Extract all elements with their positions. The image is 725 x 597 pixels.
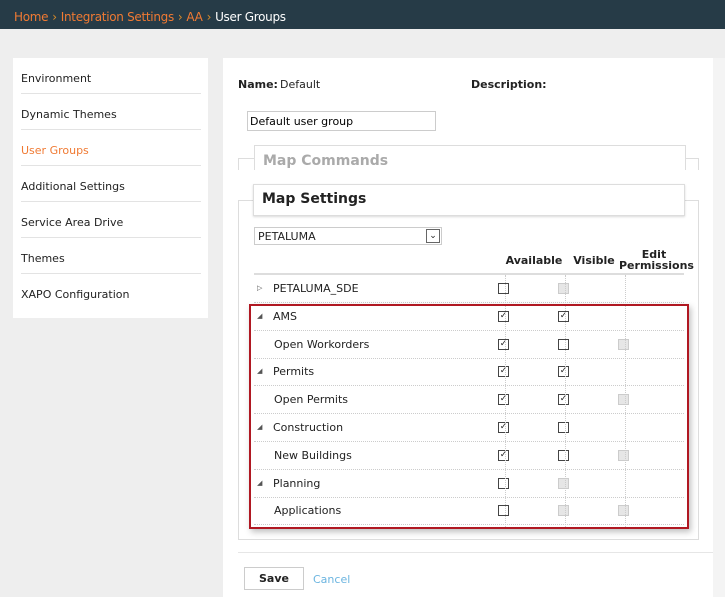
edit-permissions-checkbox xyxy=(618,394,629,406)
visible-checkbox[interactable]: ✓ xyxy=(558,366,569,378)
row-label: New Buildings xyxy=(274,448,352,462)
highlight-box xyxy=(249,304,689,529)
table-header-divider xyxy=(254,273,684,275)
collapse-icon[interactable]: ◢ xyxy=(257,367,263,376)
available-checkbox[interactable]: ✓ xyxy=(498,449,509,461)
row-label: Planning xyxy=(273,476,321,490)
available-checkbox[interactable]: ✓ xyxy=(498,422,509,433)
scrollbar[interactable] xyxy=(713,58,725,597)
collapse-icon[interactable]: ◢ xyxy=(257,478,263,487)
map-settings-header: Map Settings xyxy=(253,184,685,216)
sidebar-item-dynamic-themes[interactable]: Dynamic Themes xyxy=(21,94,201,130)
visible-checkbox xyxy=(558,477,569,489)
edit-permissions-checkbox xyxy=(618,338,629,350)
breadcrumb: Home › Integration Settings › AA › User Groups xyxy=(0,0,725,29)
col-divider xyxy=(625,275,626,527)
row-label: Open Permits xyxy=(274,393,349,407)
expand-icon[interactable]: ▷ xyxy=(257,284,263,292)
table-row: Open Workorders ✓ xyxy=(254,331,684,359)
row-label: AMS xyxy=(273,309,297,323)
row-label: Applications xyxy=(274,504,342,518)
main-panel: Name: Default Description: Map Commands … xyxy=(223,58,713,597)
available-checkbox[interactable] xyxy=(498,505,509,517)
table-row: Applications xyxy=(254,497,684,526)
col-edit-permissions: Edit Permissions xyxy=(619,248,694,271)
cancel-link[interactable]: Cancel xyxy=(313,573,351,586)
sidebar-item-xapo-configuration[interactable]: XAPO Configuration xyxy=(21,288,130,301)
edit-permissions-checkbox xyxy=(618,505,629,517)
table-row: ◢ Planning xyxy=(254,470,684,498)
sidebar: Environment Dynamic Themes User Groups Addi… xyxy=(13,58,208,318)
visible-checkbox[interactable]: ✓ xyxy=(558,394,569,406)
chevron-right-icon: › xyxy=(52,10,57,24)
visible-checkbox xyxy=(558,505,569,517)
row-label: PETALUMA_SDE xyxy=(273,282,359,295)
name-value: Default xyxy=(280,78,321,91)
divider xyxy=(238,552,713,553)
visible-checkbox[interactable] xyxy=(558,449,569,461)
col-visible: Visible xyxy=(573,254,615,267)
visible-checkbox[interactable] xyxy=(558,422,569,433)
available-checkbox[interactable]: ✓ xyxy=(498,310,509,322)
description-input[interactable] xyxy=(247,111,436,131)
available-checkbox[interactable]: ✓ xyxy=(498,338,509,350)
name-label: Name: xyxy=(238,78,278,91)
row-label: Construction xyxy=(273,421,344,434)
available-checkbox[interactable]: ✓ xyxy=(498,366,509,378)
edit-permissions-checkbox xyxy=(618,449,629,461)
breadcrumb-home[interactable]: Home xyxy=(14,10,49,24)
breadcrumb-integration-settings[interactable]: Integration Settings xyxy=(60,10,174,24)
map-commands-header[interactable]: Map Commands xyxy=(254,145,686,170)
visible-checkbox xyxy=(558,283,569,294)
visible-checkbox[interactable] xyxy=(558,338,569,350)
visible-checkbox[interactable]: ✓ xyxy=(558,310,569,322)
table-row: ◢ Construction ✓ xyxy=(254,414,684,442)
sidebar-item-service-area-drive[interactable]: Service Area Drive xyxy=(21,202,201,238)
description-label: Description: xyxy=(471,78,547,91)
sidebar-item-themes[interactable]: Themes xyxy=(21,238,201,274)
collapse-icon[interactable]: ◢ xyxy=(257,311,263,320)
col-available: Available xyxy=(505,254,563,267)
available-checkbox[interactable] xyxy=(498,283,509,294)
chevron-right-icon: › xyxy=(206,10,212,24)
available-checkbox[interactable] xyxy=(498,477,509,489)
chevron-right-icon: › xyxy=(177,10,183,24)
collapse-icon[interactable]: ◢ xyxy=(257,423,263,431)
table-row: ◢ AMS ✓ ✓ xyxy=(254,303,684,331)
table-row: ◢ Permits ✓ ✓ xyxy=(254,358,684,387)
col-divider xyxy=(505,275,506,527)
sidebar-item-environment[interactable]: Environment xyxy=(21,58,201,94)
breadcrumb-aa[interactable]: AA xyxy=(186,10,203,24)
row-label: Open Workorders xyxy=(274,337,370,351)
map-select[interactable]: PETALUMA ⌄ xyxy=(254,227,442,245)
table-row: Open Permits ✓ ✓ xyxy=(254,386,684,415)
col-edit-line2: Permissions xyxy=(619,259,694,272)
col-edit-line1: Edit xyxy=(641,248,667,261)
row-label: Permits xyxy=(273,365,315,379)
table-row: ▷ PETALUMA_SDE xyxy=(254,275,684,303)
table-row: New Buildings ✓ xyxy=(254,442,684,470)
save-button[interactable]: Save xyxy=(244,567,304,590)
sidebar-item-additional-settings[interactable]: Additional Settings xyxy=(21,166,201,202)
sidebar-item-user-groups[interactable]: User Groups xyxy=(21,130,201,166)
available-checkbox[interactable]: ✓ xyxy=(498,394,509,406)
col-divider xyxy=(565,275,566,527)
chevron-down-icon[interactable]: ⌄ xyxy=(426,229,440,243)
breadcrumb-current: User Groups xyxy=(215,10,286,24)
map-select-value: PETALUMA xyxy=(258,230,316,243)
